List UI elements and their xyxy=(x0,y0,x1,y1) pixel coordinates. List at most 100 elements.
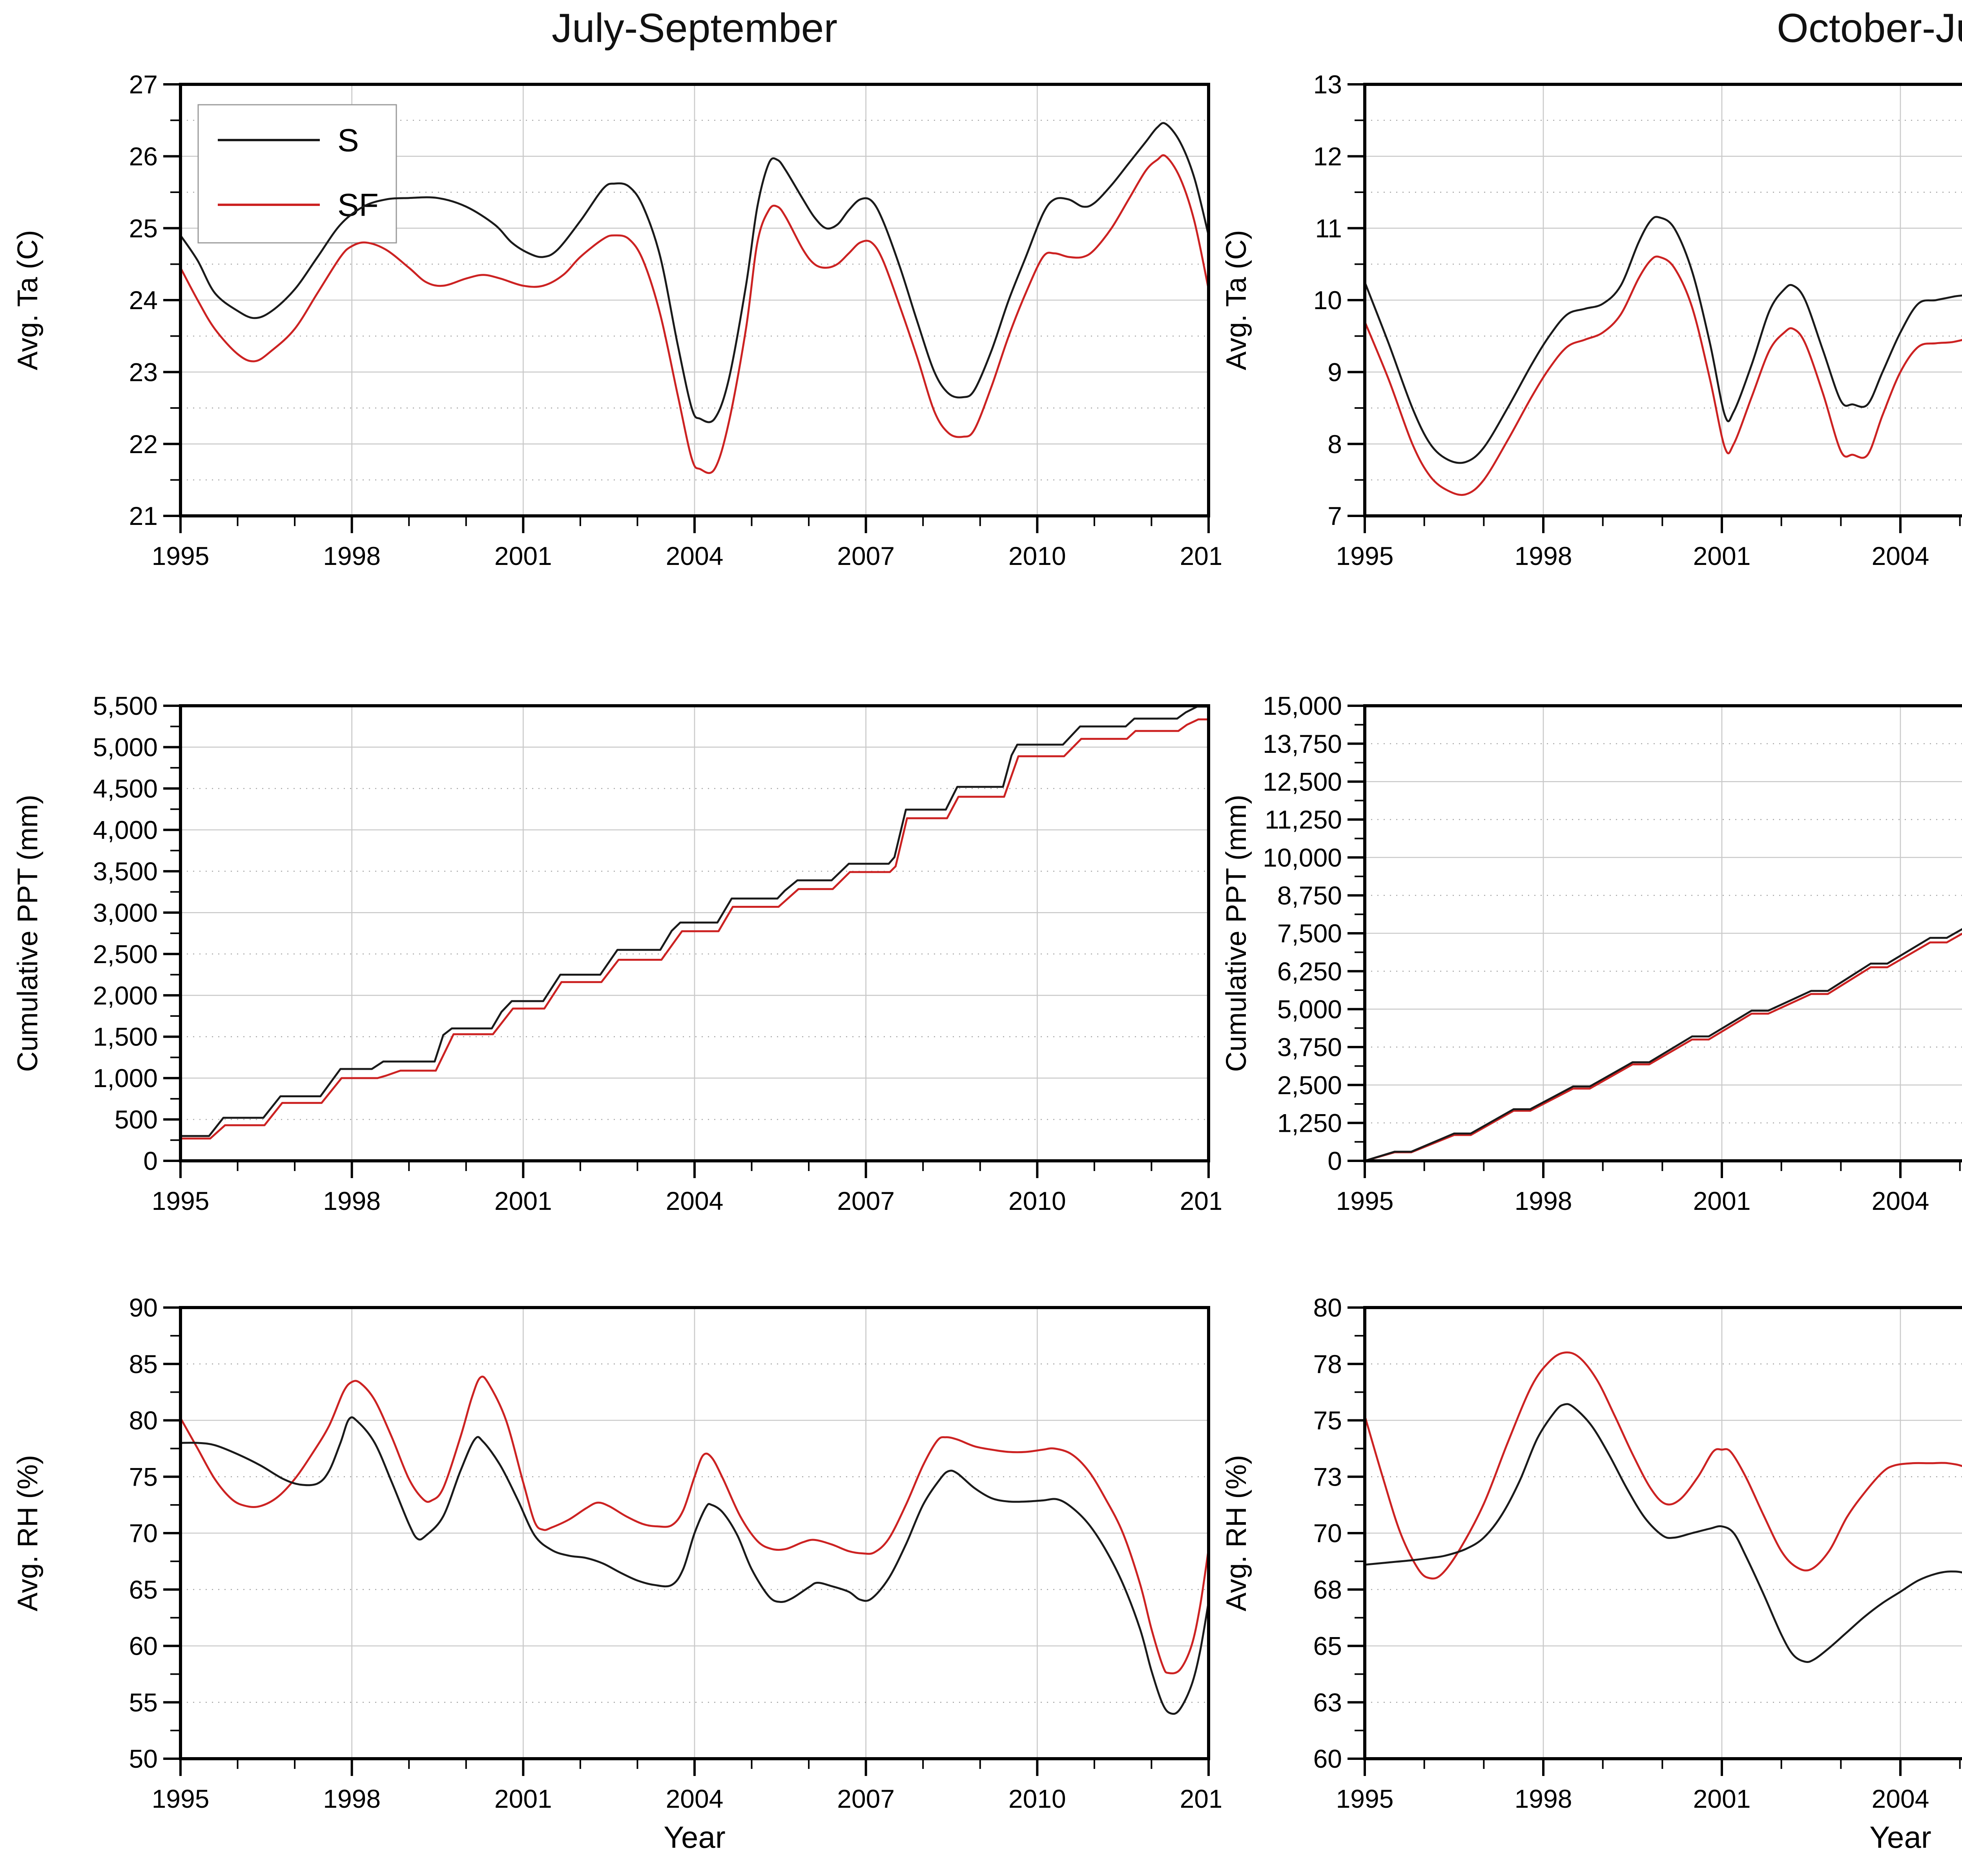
svg-text:63: 63 xyxy=(1313,1688,1342,1717)
svg-text:2,500: 2,500 xyxy=(93,940,158,969)
chart-rh-oct-jun: 6063656870737578801995199820012004200720… xyxy=(1222,1293,1962,1813)
svg-text:60: 60 xyxy=(1313,1744,1342,1773)
chart-ppt-oct-jun: 0 1,250 2,500 3,750 5,000 6,250 7,500 8,750 10,0… xyxy=(1222,691,1962,1215)
svg-text:5,500: 5,500 xyxy=(93,691,158,720)
svg-text:6,250: 6,250 xyxy=(1277,957,1342,986)
svg-text:15,000: 15,000 xyxy=(1263,691,1342,720)
svg-text:1998: 1998 xyxy=(323,1186,381,1215)
svg-text:2013: 2013 xyxy=(1180,1186,1221,1215)
svg-text:12: 12 xyxy=(1313,142,1342,171)
svg-text:2013: 2013 xyxy=(1180,541,1221,570)
svg-text:60: 60 xyxy=(129,1632,158,1661)
svg-text:3,750: 3,750 xyxy=(1277,1033,1342,1062)
svg-text:90: 90 xyxy=(129,1293,158,1322)
svg-text:5,000: 5,000 xyxy=(1277,994,1342,1024)
svg-text:1,000: 1,000 xyxy=(93,1064,158,1093)
svg-text:78: 78 xyxy=(1313,1350,1342,1379)
svg-text:9: 9 xyxy=(1327,357,1342,386)
svg-text:Avg. Ta (C): Avg. Ta (C) xyxy=(12,230,44,370)
svg-text:85: 85 xyxy=(129,1350,158,1379)
panel-avg-ta-october-june: 789101112131995199820012004200720102013A… xyxy=(1222,0,1962,625)
svg-text:2007: 2007 xyxy=(837,1186,895,1215)
svg-text:1998: 1998 xyxy=(323,541,381,570)
svg-text:12,500: 12,500 xyxy=(1263,767,1342,796)
svg-text:Cumulative PPT (mm): Cumulative PPT (mm) xyxy=(1222,795,1252,1072)
svg-text:1995: 1995 xyxy=(152,1186,210,1215)
svg-text:Avg. RH (%): Avg. RH (%) xyxy=(12,1455,44,1612)
svg-text:Cumulative PPT (mm): Cumulative PPT (mm) xyxy=(12,795,44,1072)
svg-text:4,500: 4,500 xyxy=(93,774,158,803)
svg-text:Avg. Ta (C): Avg. Ta (C) xyxy=(1222,230,1252,370)
svg-text:2010: 2010 xyxy=(1008,541,1066,570)
svg-text:3,000: 3,000 xyxy=(93,898,158,927)
svg-text:25: 25 xyxy=(129,214,158,243)
svg-text:22: 22 xyxy=(129,430,158,459)
svg-text:2013: 2013 xyxy=(1180,1784,1221,1813)
svg-text:1995: 1995 xyxy=(1336,1784,1394,1813)
svg-text:26: 26 xyxy=(129,142,158,171)
svg-text:8: 8 xyxy=(1327,430,1342,459)
svg-text:2001: 2001 xyxy=(1693,1784,1751,1813)
svg-text:0: 0 xyxy=(143,1146,158,1175)
svg-text:1998: 1998 xyxy=(323,1784,381,1813)
chart-rh-jul-sep: 50 55 60 65 70 75 80 85 90 1995 1998 2001 2004 2007 20… xyxy=(12,1293,1221,1813)
svg-text:2001: 2001 xyxy=(1693,541,1751,570)
svg-text:500: 500 xyxy=(115,1105,158,1134)
panel-cumulative-ppt-october-june: 0 1,250 2,500 3,750 5,000 6,250 7,500 8,750 10,0… xyxy=(1222,625,1962,1251)
svg-text:1995: 1995 xyxy=(152,1784,210,1813)
svg-text:10: 10 xyxy=(1313,286,1342,315)
svg-text:55: 55 xyxy=(129,1688,158,1717)
svg-text:23: 23 xyxy=(129,357,158,386)
svg-text:1995: 1995 xyxy=(1336,1186,1394,1215)
svg-text:Avg. RH (%): Avg. RH (%) xyxy=(1222,1455,1252,1612)
svg-text:4,000: 4,000 xyxy=(93,815,158,844)
svg-text:75: 75 xyxy=(129,1462,158,1491)
svg-text:11: 11 xyxy=(1315,214,1342,243)
svg-text:SF: SF xyxy=(337,188,379,223)
svg-text:2004: 2004 xyxy=(1872,541,1929,570)
svg-text:7: 7 xyxy=(1327,501,1342,530)
svg-text:2004: 2004 xyxy=(666,1784,724,1813)
svg-text:1,250: 1,250 xyxy=(1277,1108,1342,1137)
svg-text:2,000: 2,000 xyxy=(93,981,158,1010)
svg-text:0: 0 xyxy=(1327,1146,1342,1175)
svg-text:65: 65 xyxy=(129,1575,158,1604)
svg-text:1998: 1998 xyxy=(1515,1784,1572,1813)
svg-text:68: 68 xyxy=(1313,1575,1342,1604)
x-axis-label-year-right: Year xyxy=(1869,1820,1931,1854)
svg-text:70: 70 xyxy=(1313,1519,1342,1548)
svg-text:73: 73 xyxy=(1313,1462,1342,1491)
panel-avg-rh-october-june: 6063656870737578801995199820012004200720… xyxy=(1222,1251,1962,1876)
svg-text:2004: 2004 xyxy=(666,1186,724,1215)
svg-text:27: 27 xyxy=(129,70,158,99)
panel-avg-rh-july-september: 50 55 60 65 70 75 80 85 90 1995 1998 2001 2004 2007 20… xyxy=(0,1251,1221,1876)
svg-text:13: 13 xyxy=(1313,70,1342,99)
svg-text:50: 50 xyxy=(129,1744,158,1773)
svg-text:1995: 1995 xyxy=(152,541,210,570)
column-title-july-september: July-September xyxy=(551,5,838,51)
svg-text:5,000: 5,000 xyxy=(93,733,158,762)
chart-ppt-jul-sep: 0 500 1,000 1,500 2,000 2,500 3,000 3,500 4,000 4… xyxy=(12,691,1221,1215)
x-axis-label-year-left: Year xyxy=(664,1820,726,1854)
svg-text:2001: 2001 xyxy=(494,541,552,570)
panel-avg-ta-july-september: 21 22 23 24 25 26 27 1995 1998 2001 2004 2007 2010 20… xyxy=(0,0,1221,625)
svg-text:10,000: 10,000 xyxy=(1263,843,1342,872)
svg-text:2004: 2004 xyxy=(1872,1186,1929,1215)
svg-text:2010: 2010 xyxy=(1008,1186,1066,1215)
svg-text:3,500: 3,500 xyxy=(93,857,158,886)
svg-text:13,750: 13,750 xyxy=(1263,729,1342,758)
svg-text:8,750: 8,750 xyxy=(1277,881,1342,910)
svg-text:11,250: 11,250 xyxy=(1265,805,1342,834)
svg-text:80: 80 xyxy=(129,1406,158,1435)
svg-text:24: 24 xyxy=(129,286,158,315)
svg-text:2001: 2001 xyxy=(1693,1186,1751,1215)
svg-text:2007: 2007 xyxy=(837,1784,895,1813)
svg-text:21: 21 xyxy=(129,501,158,530)
svg-text:2004: 2004 xyxy=(666,541,724,570)
svg-text:2001: 2001 xyxy=(494,1186,552,1215)
svg-text:2001: 2001 xyxy=(494,1784,552,1813)
svg-text:2010: 2010 xyxy=(1008,1784,1066,1813)
svg-text:2004: 2004 xyxy=(1872,1784,1929,1813)
svg-text:1998: 1998 xyxy=(1515,1186,1572,1215)
